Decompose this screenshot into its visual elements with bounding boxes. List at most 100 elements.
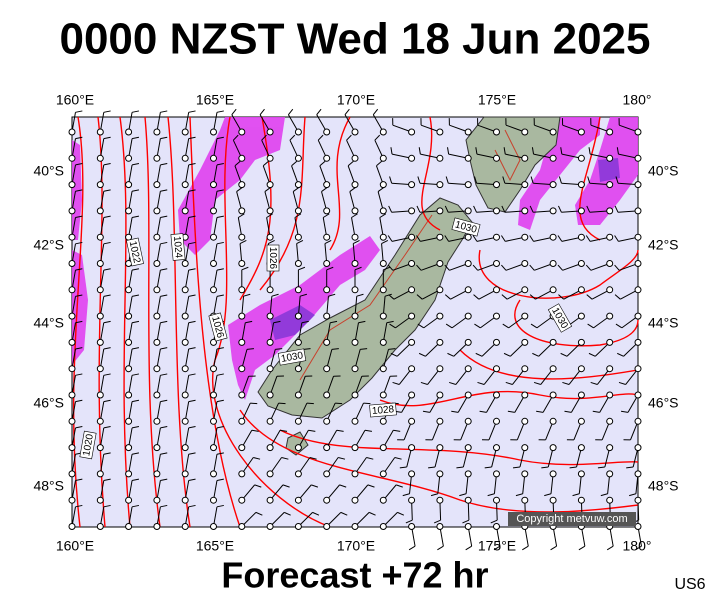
barb-feather — [501, 264, 507, 271]
barb-feather — [462, 519, 470, 524]
station — [68, 417, 76, 425]
barb-feather — [271, 293, 279, 297]
station — [549, 286, 557, 294]
station — [125, 154, 133, 162]
barb-feather — [586, 205, 591, 213]
station — [379, 260, 387, 267]
barb-feather — [339, 484, 347, 488]
barb-feather — [160, 399, 168, 403]
station — [238, 286, 246, 294]
station — [634, 312, 642, 320]
station — [521, 444, 529, 452]
station — [577, 338, 585, 346]
station — [323, 444, 331, 452]
barb-feather — [75, 373, 83, 376]
axes: 160°E 160°E 165°E 165°E 170°E 170°E 175°E 175°E… — [33, 92, 678, 554]
barb-feather — [324, 240, 332, 245]
station — [493, 233, 500, 241]
barb-feather — [160, 426, 168, 429]
barb-feather — [606, 545, 614, 551]
station — [606, 365, 614, 373]
barb-feather — [340, 511, 348, 516]
station — [238, 260, 246, 267]
barb-feather — [503, 352, 511, 357]
station — [549, 444, 557, 452]
station — [153, 286, 161, 294]
station — [351, 286, 359, 294]
station — [493, 417, 500, 425]
station — [181, 207, 189, 215]
barb-feather — [216, 110, 224, 113]
station — [96, 470, 104, 478]
station — [379, 417, 387, 425]
station — [351, 181, 359, 189]
barb-feather — [533, 381, 541, 385]
station — [153, 496, 161, 504]
station — [634, 470, 642, 478]
station — [125, 312, 133, 320]
station — [606, 496, 614, 504]
barb-feather — [529, 235, 534, 242]
station — [68, 338, 76, 346]
barb-feather — [617, 352, 624, 357]
barb-feather — [558, 205, 562, 213]
barb-feather — [160, 294, 168, 297]
station — [125, 496, 133, 504]
barb-feather — [569, 466, 577, 469]
barb-feather — [75, 504, 83, 508]
barb-feather — [160, 452, 168, 455]
barb-feather — [188, 294, 196, 297]
station — [577, 444, 585, 452]
station — [68, 181, 76, 189]
barb-feather — [366, 457, 374, 460]
barb-feather — [383, 266, 391, 271]
barb-feather — [374, 134, 381, 141]
barb-feather — [321, 187, 328, 192]
station — [606, 417, 614, 425]
barb-feather — [532, 352, 539, 357]
station — [408, 154, 416, 162]
barb-feather — [301, 320, 309, 324]
barb-feather — [298, 266, 306, 271]
station — [634, 444, 642, 452]
barb-feather — [255, 511, 263, 516]
station — [521, 417, 529, 425]
barb-feather — [444, 294, 451, 300]
barb-feather — [558, 176, 562, 184]
station — [125, 391, 133, 399]
barb-feather — [530, 323, 538, 329]
barb-feather — [536, 410, 544, 413]
station — [266, 470, 274, 478]
station — [238, 496, 246, 504]
station — [549, 233, 557, 241]
barb-feather — [616, 147, 619, 155]
barb-feather — [381, 240, 389, 245]
station — [606, 154, 614, 162]
barb-feather — [216, 373, 224, 376]
station — [577, 233, 585, 241]
station — [351, 233, 359, 241]
station — [408, 233, 416, 241]
barb-feather — [347, 160, 354, 167]
barb-feather — [188, 478, 196, 481]
station — [323, 470, 331, 478]
station — [521, 233, 529, 241]
lon-label: 170°E — [337, 538, 375, 554]
station — [493, 470, 500, 478]
barb-feather — [416, 235, 421, 242]
barb-feather — [103, 215, 111, 218]
station — [96, 365, 104, 373]
barb-feather — [353, 240, 360, 245]
station — [153, 128, 161, 136]
barb-feather — [615, 176, 619, 184]
barb-feather — [502, 176, 506, 184]
barb-feather — [390, 352, 398, 357]
isobar-label-box — [266, 244, 280, 272]
station — [351, 312, 359, 320]
barb-feather — [600, 493, 608, 497]
station — [606, 470, 614, 478]
lon-label: 165°E — [196, 538, 234, 554]
barb-feather — [417, 176, 421, 184]
station — [379, 496, 387, 504]
station — [634, 286, 642, 294]
